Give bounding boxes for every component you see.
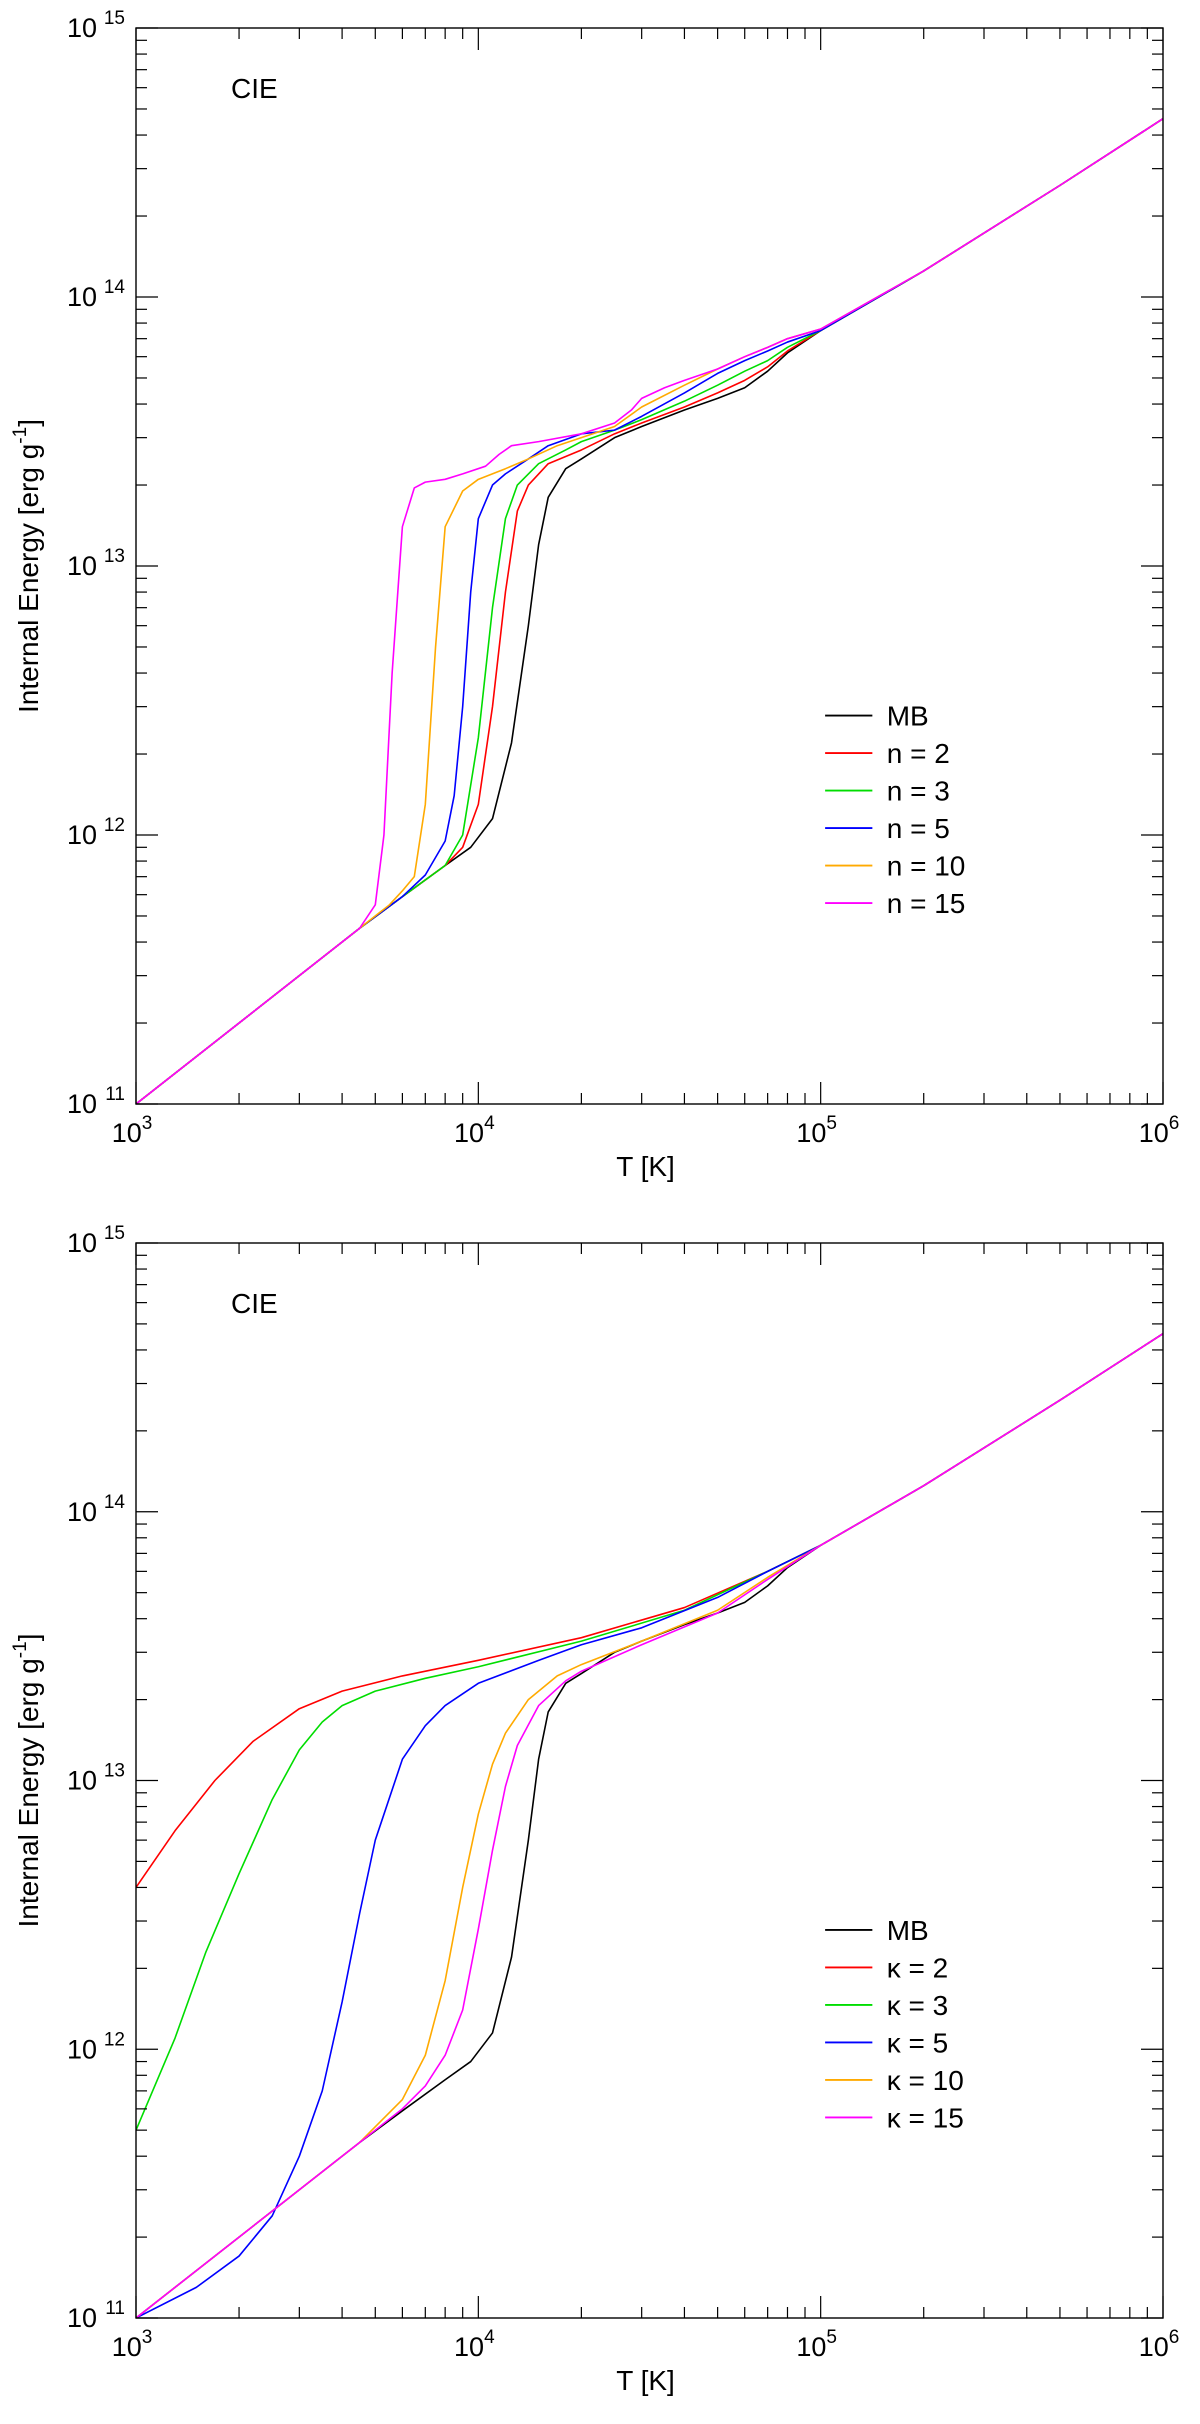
series-line-2 xyxy=(136,118,1163,1104)
series-line-1 xyxy=(136,118,1163,1104)
series-lines xyxy=(136,118,1163,1104)
y-tick-label-1: 10 12 xyxy=(67,815,125,850)
x-tick-label-1: 104 xyxy=(454,1113,495,1148)
legend-label-1: n = 2 xyxy=(887,738,950,769)
y-tick-label-4: 10 15 xyxy=(67,8,125,43)
legend-label-2: n = 3 xyxy=(887,776,950,807)
series-line-3 xyxy=(136,1332,1163,2318)
y-tick-label-2: 10 13 xyxy=(67,546,125,581)
annotation-cie: CIE xyxy=(231,73,278,104)
y-tick-label-0: 10 11 xyxy=(67,1084,125,1119)
axis-ticks xyxy=(135,1242,1164,2319)
x-tick-label-3: 106 xyxy=(1139,2327,1180,2362)
x-tick-label-1: 104 xyxy=(454,2327,495,2362)
legend: MB n = 2 n = 3 n = 5 n = 10 n = 15 xyxy=(825,701,966,919)
series-line-4 xyxy=(136,1332,1163,2318)
annotation-cie: CIE xyxy=(231,1288,278,1319)
legend-label-1: κ = 2 xyxy=(887,1952,948,1983)
x-tick-label-0: 103 xyxy=(112,1113,153,1148)
plot-frame xyxy=(135,27,1164,1105)
series-line-1 xyxy=(136,1332,1163,1888)
y-axis-label: Internal Energy [erg g-1] xyxy=(10,1634,44,1928)
x-tick-label-2: 105 xyxy=(796,2327,837,2362)
series-line-2 xyxy=(136,1332,1163,2131)
legend: MB κ = 2 κ = 3 κ = 5 κ = 10 κ = 15 xyxy=(825,1915,964,2133)
legend-label-4: n = 10 xyxy=(887,851,966,882)
y-axis-label: Internal Energy [erg g-1] xyxy=(10,419,44,713)
legend-label-3: κ = 5 xyxy=(887,2027,948,2058)
x-tick-label-2: 105 xyxy=(796,1113,837,1148)
legend-label-4: κ = 10 xyxy=(887,2065,964,2096)
series-line-0 xyxy=(136,1332,1163,2318)
y-tick-label-2: 10 13 xyxy=(67,1761,125,1796)
plot-frame xyxy=(135,1242,1164,2319)
x-axis-label: T [K] xyxy=(616,2365,675,2396)
y-tick-label-1: 10 12 xyxy=(67,2029,125,2064)
legend-label-2: κ = 3 xyxy=(887,1990,948,2021)
legend-label-0: MB xyxy=(887,701,929,732)
series-line-0 xyxy=(136,118,1163,1104)
axis-ticks xyxy=(135,27,1164,1105)
legend-label-5: κ = 15 xyxy=(887,2102,964,2133)
legend-label-0: MB xyxy=(887,1915,929,1946)
y-tick-label-4: 10 15 xyxy=(67,1223,125,1258)
legend-label-5: n = 15 xyxy=(887,888,966,919)
series-line-5 xyxy=(136,118,1163,1104)
x-tick-label-0: 103 xyxy=(112,2327,153,2362)
x-tick-label-3: 106 xyxy=(1139,1113,1180,1148)
legend-label-3: n = 5 xyxy=(887,813,950,844)
x-axis-label: T [K] xyxy=(616,1151,675,1182)
series-line-3 xyxy=(136,118,1163,1104)
series-line-5 xyxy=(136,1332,1163,2318)
series-line-4 xyxy=(136,118,1163,1104)
y-tick-label-3: 10 14 xyxy=(67,277,125,312)
y-tick-label-3: 10 14 xyxy=(67,1492,125,1527)
series-lines xyxy=(136,1332,1163,2318)
y-tick-label-0: 10 11 xyxy=(67,2298,125,2333)
